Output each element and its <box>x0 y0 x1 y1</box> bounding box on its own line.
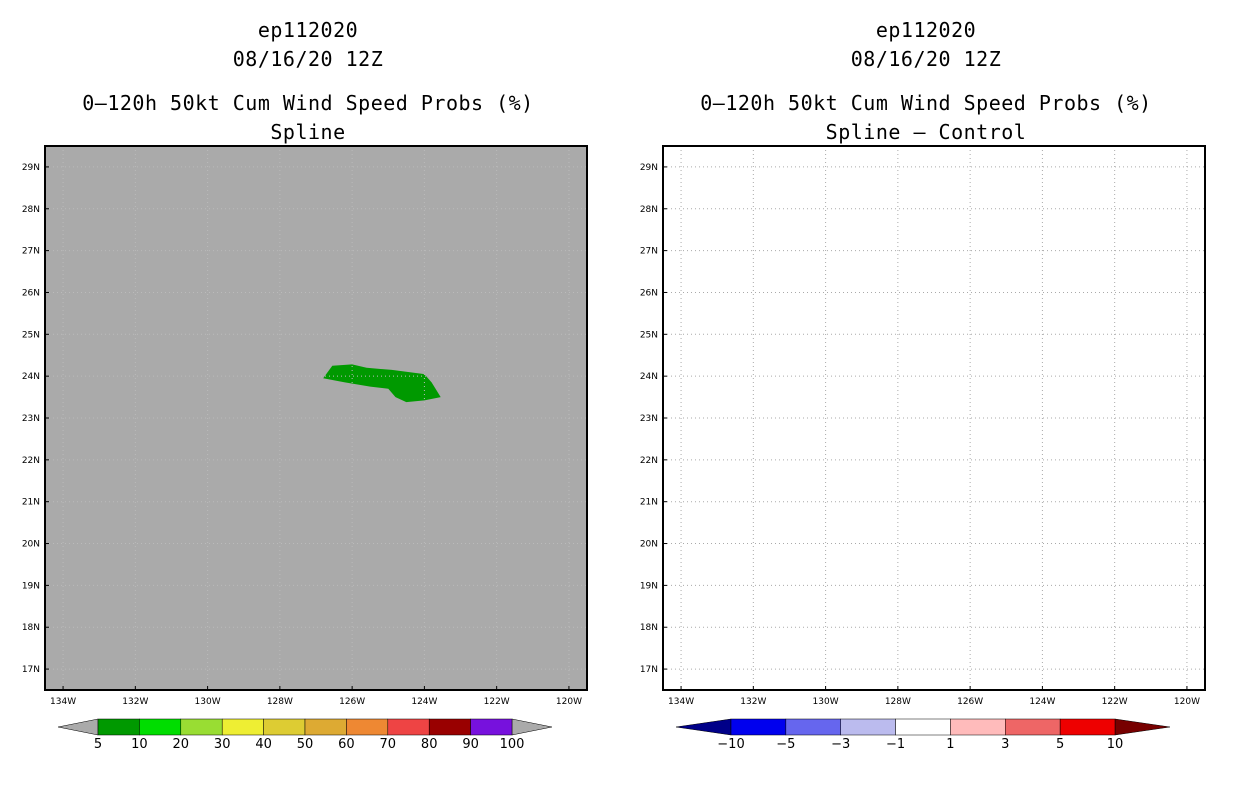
left-colorbar-label: 60 <box>338 737 355 752</box>
left-colorbar-swatch <box>97 718 140 736</box>
right-colorbar-label: −3 <box>831 737 850 752</box>
left-colorbar-swatch <box>263 718 306 736</box>
right-colorbar-swatch <box>1005 718 1061 736</box>
right-colorbar-label: −5 <box>776 737 795 752</box>
right-colorbar-swatch <box>840 718 896 736</box>
right-storm-id: ep112020 <box>875 18 977 42</box>
right-colorbar-over <box>1114 718 1171 736</box>
left-ytick-label: 27N <box>22 247 40 257</box>
left-ytick-label: 25N <box>22 330 40 340</box>
left-xtick-label: 124W <box>411 697 437 707</box>
left-xtick-label: 122W <box>484 697 510 707</box>
left-colorbar-label: 5 <box>94 737 102 752</box>
left-chart-subtitle: Spline <box>270 120 346 144</box>
right-ytick-label: 17N <box>640 665 658 675</box>
left-datetime: 08/16/20 12Z <box>232 47 384 71</box>
left-colorbar-label: 90 <box>462 737 479 752</box>
left-chart: 134W 132W 130W 128W 126W 124W 122W 120W 17N 18N 19… <box>22 145 588 752</box>
left-colorbar-swatch <box>221 718 264 736</box>
left-colorbar-swatch <box>139 718 182 736</box>
left-colorbar-swatch <box>387 718 430 736</box>
left-colorbar-label: 70 <box>380 737 397 752</box>
right-colorbar-swatch <box>1059 718 1116 736</box>
left-ytick-label: 18N <box>22 623 40 633</box>
left-ytick-label: 26N <box>22 288 40 298</box>
right-chart-subtitle: Spline – Control <box>825 120 1027 144</box>
right-plot-frame <box>662 145 1206 691</box>
right-xtick-label: 124W <box>1029 697 1055 707</box>
left-colorbar-label: 50 <box>297 737 314 752</box>
left-colorbar-label: 100 <box>500 737 525 752</box>
right-ytick-label: 22N <box>640 456 658 466</box>
right-ytick-label: 25N <box>640 330 658 340</box>
left-xtick-label: 120W <box>556 697 582 707</box>
left-ytick-label: 23N <box>22 414 40 424</box>
right-colorbar-label: 10 <box>1107 737 1124 752</box>
right-xtick-label: 132W <box>740 697 766 707</box>
right-colorbar-under <box>675 718 732 736</box>
right-colorbar-label: −1 <box>886 737 905 752</box>
left-ytick-label: 29N <box>22 163 40 173</box>
right-colorbar-swatch <box>785 718 841 736</box>
right-colorbar-label: 3 <box>1001 737 1009 752</box>
right-ytick-label: 23N <box>640 414 658 424</box>
left-xtick-label: 128W <box>267 697 293 707</box>
left-ytick-label: 22N <box>22 456 40 466</box>
left-ytick-label: 28N <box>22 205 40 215</box>
left-plot-frame <box>44 145 588 691</box>
right-xtick-label: 122W <box>1102 697 1128 707</box>
left-colorbar-swatch <box>180 718 223 736</box>
right-ytick-label: 28N <box>640 205 658 215</box>
right-ytick-label: 21N <box>640 498 658 508</box>
left-colorbar-over <box>511 718 553 736</box>
left-colorbar-label: 80 <box>421 737 438 752</box>
left-colorbar-label: 10 <box>131 737 148 752</box>
left-ytick-label: 19N <box>22 581 40 591</box>
left-colorbar-label: 20 <box>173 737 190 752</box>
right-xtick-label: 130W <box>813 697 839 707</box>
right-colorbar-swatch <box>730 718 787 736</box>
right-colorbar-label: 5 <box>1056 737 1064 752</box>
right-ytick-label: 18N <box>640 623 658 633</box>
left-colorbar-under <box>57 718 99 736</box>
right-xtick-label: 120W <box>1174 697 1200 707</box>
right-colorbar-swatch <box>895 718 951 736</box>
left-prob-region-0 <box>323 364 441 403</box>
left-colorbar-swatch <box>346 718 389 736</box>
left-storm-id: ep112020 <box>257 18 359 42</box>
left-ytick-label: 20N <box>22 540 40 550</box>
left-colorbar-swatch <box>470 718 513 736</box>
right-datetime: 08/16/20 12Z <box>850 47 1002 71</box>
left-ytick-label: 17N <box>22 665 40 675</box>
left-ytick-label: 24N <box>22 372 40 382</box>
right-chart-title: 0–120h 50kt Cum Wind Speed Probs (%) <box>700 91 1152 115</box>
left-colorbar-swatch <box>428 718 471 736</box>
right-xtick-label: 128W <box>885 697 911 707</box>
right-chart: 134W 132W 130W 128W 126W 124W 122W 120W 17N 18N 19… <box>640 145 1206 752</box>
right-xtick-label: 126W <box>957 697 983 707</box>
left-colorbar-swatch <box>304 718 347 736</box>
right-colorbar-label: 1 <box>946 737 954 752</box>
left-xtick-label: 130W <box>195 697 221 707</box>
right-ytick-label: 29N <box>640 163 658 173</box>
right-ytick-label: 19N <box>640 581 658 591</box>
right-ytick-label: 20N <box>640 540 658 550</box>
right-ytick-label: 24N <box>640 372 658 382</box>
left-chart-title: 0–120h 50kt Cum Wind Speed Probs (%) <box>82 91 534 115</box>
right-ytick-label: 26N <box>640 288 658 298</box>
left-colorbar-label: 40 <box>255 737 272 752</box>
right-colorbar-swatch <box>950 718 1006 736</box>
left-xtick-label: 132W <box>122 697 148 707</box>
left-colorbar-label: 30 <box>214 737 231 752</box>
right-xtick-label: 134W <box>668 697 694 707</box>
left-xtick-label: 134W <box>50 697 76 707</box>
right-colorbar-label: −10 <box>717 737 744 752</box>
left-ytick-label: 21N <box>22 498 40 508</box>
left-xtick-label: 126W <box>339 697 365 707</box>
right-ytick-label: 27N <box>640 247 658 257</box>
